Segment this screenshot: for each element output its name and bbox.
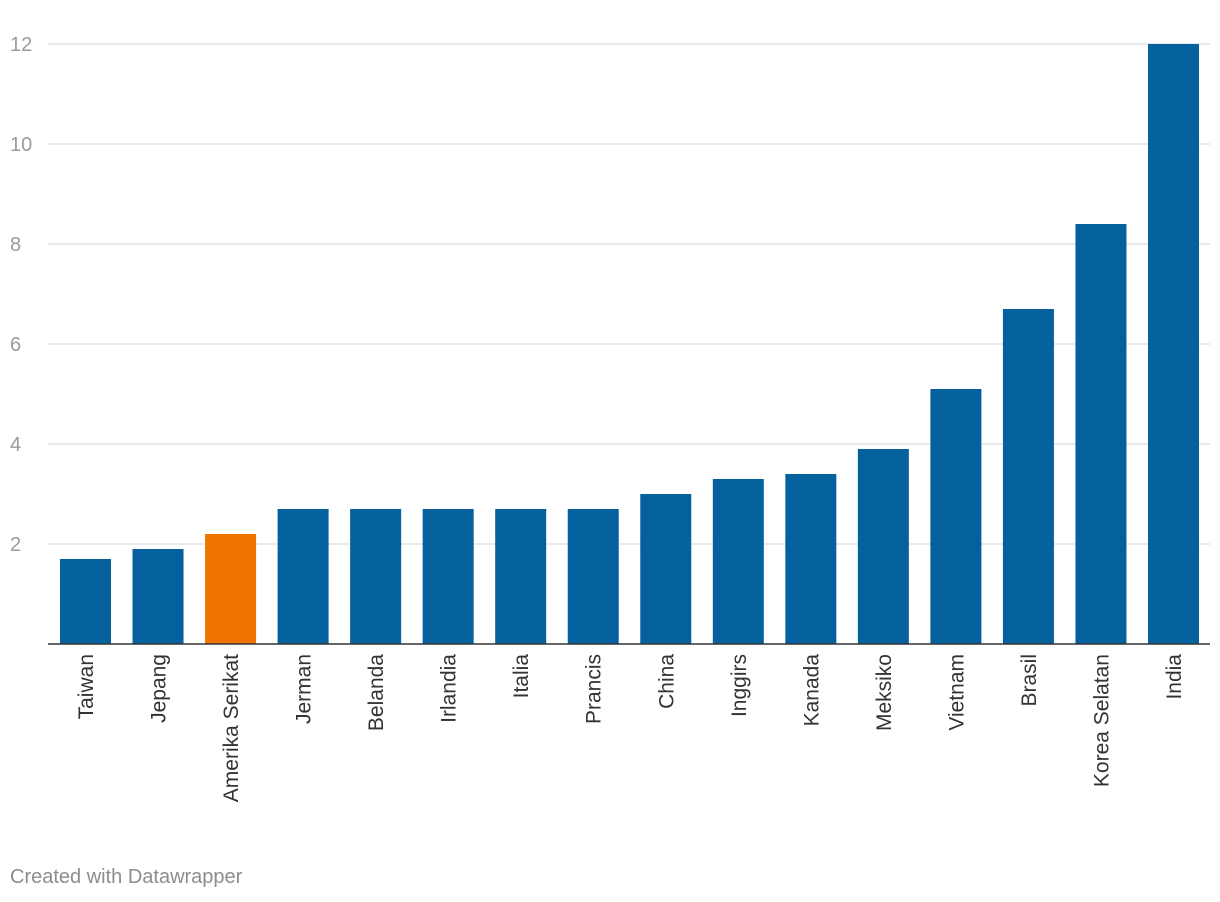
x-tick-label: Irlandia [438,654,461,723]
x-tick-label: China [655,654,678,709]
x-tick-label: Kanada [800,654,823,727]
bar-jepang [132,549,184,644]
x-tick-label: Italia [510,654,533,699]
bar-meksiko [857,449,909,644]
bar-chart: 2 4 6 8 10 12 Taiwan Jepang Amerika Serikat Jerm… [10,34,1210,803]
bar-prancis [567,509,619,644]
bar-jerman [277,509,329,644]
x-tick-label: Korea Selatan [1090,654,1113,787]
bar-korea-selatan [1075,224,1127,644]
bar-irlandia [422,509,474,644]
x-tick-label: Jepang [148,654,171,723]
bar-amerika-serikat [205,534,257,644]
x-tick-label: Jerman [293,654,316,724]
bars [60,44,1199,644]
x-tick-label: Amerika Serikat [220,654,243,802]
x-tick-label: India [1163,654,1186,700]
bar-vietnam [930,389,982,644]
y-tick-label: 6 [10,334,21,356]
bar-belanda [350,509,402,644]
bar-italia [495,509,547,644]
bar-brasil [1002,309,1054,644]
x-tick-label: Meksiko [873,654,896,731]
y-tick-label: 8 [10,234,21,256]
y-tick-label: 10 [10,134,32,156]
bar-kanada [785,474,837,644]
x-tick-label: Brasil [1018,654,1041,707]
bar-taiwan [60,559,111,644]
y-tick-label: 12 [10,34,32,56]
y-tick-label: 2 [10,534,21,556]
x-tick-label: Belanda [365,654,388,731]
bar-inggirs [712,479,764,644]
bar-india [1148,44,1199,644]
x-tick-label: Prancis [583,654,606,724]
datawrapper-credit: Created with Datawrapper [10,866,243,888]
bar-china [640,494,692,644]
y-axis: 2 4 6 8 10 12 [10,34,32,556]
y-tick-label: 4 [10,434,21,456]
x-tick-label: Taiwan [75,654,98,719]
x-tick-label: Inggirs [728,654,751,717]
x-axis-labels: Taiwan Jepang Amerika Serikat Jerman Belanda… [75,654,1186,803]
x-tick-label: Vietnam [945,654,968,731]
